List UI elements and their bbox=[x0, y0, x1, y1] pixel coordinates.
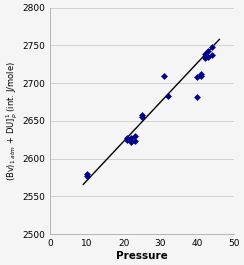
Point bbox=[210, 45, 214, 49]
Point bbox=[166, 94, 170, 98]
Point bbox=[140, 113, 144, 117]
Point bbox=[162, 73, 166, 78]
Point bbox=[140, 115, 144, 119]
Point bbox=[206, 55, 210, 59]
Point bbox=[210, 53, 214, 57]
Point bbox=[133, 134, 137, 138]
Point bbox=[85, 174, 89, 178]
Point bbox=[125, 138, 129, 142]
Point bbox=[199, 72, 203, 76]
Point bbox=[195, 95, 199, 99]
Point bbox=[133, 139, 137, 143]
Point bbox=[206, 49, 210, 54]
Point bbox=[195, 75, 199, 79]
Point bbox=[199, 73, 203, 78]
Point bbox=[129, 136, 133, 140]
Point bbox=[85, 172, 89, 176]
Point bbox=[129, 140, 133, 144]
Point bbox=[125, 135, 129, 140]
Point bbox=[203, 55, 207, 60]
Y-axis label: (Bv)$_{1\ atm}$ + DU]$^{1}_{p}$ (int. J/mole): (Bv)$_{1\ atm}$ + DU]$^{1}_{p}$ (int. J/… bbox=[4, 61, 20, 181]
Point bbox=[203, 52, 207, 57]
X-axis label: Pressure: Pressure bbox=[116, 251, 168, 261]
